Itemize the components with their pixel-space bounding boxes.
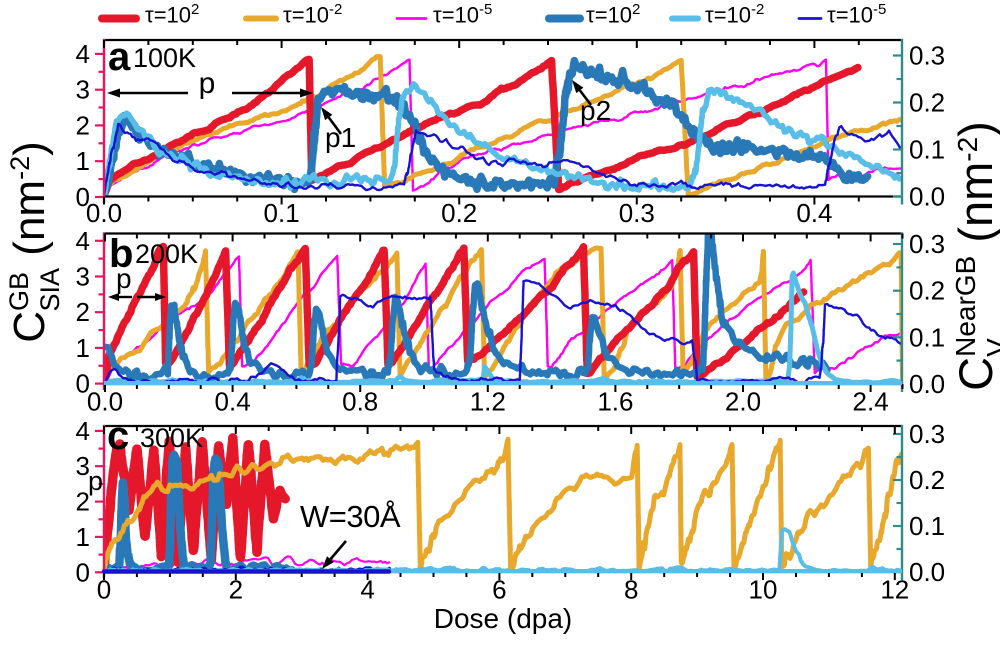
svg-text:2: 2 — [229, 575, 243, 605]
svg-text:200K: 200K — [135, 239, 198, 269]
svg-text:c: c — [107, 414, 129, 458]
svg-text:3: 3 — [76, 75, 90, 105]
svg-text:p: p — [199, 67, 216, 100]
svg-text:4: 4 — [76, 39, 90, 69]
svg-text:0.1: 0.1 — [264, 198, 300, 228]
svg-text:12: 12 — [880, 575, 909, 605]
svg-text:0: 0 — [76, 182, 90, 212]
svg-text:0: 0 — [97, 575, 111, 605]
svg-text:300K: 300K — [140, 423, 203, 453]
svg-text:2.4: 2.4 — [853, 387, 889, 417]
svg-text:0.3: 0.3 — [619, 198, 655, 228]
svg-text:p: p — [116, 263, 132, 294]
svg-text:0.3: 0.3 — [909, 41, 945, 71]
svg-text:0.0: 0.0 — [87, 387, 123, 417]
svg-text:0.0: 0.0 — [909, 369, 945, 399]
svg-text:0: 0 — [76, 557, 90, 587]
svg-text:0.2: 0.2 — [909, 465, 945, 495]
svg-text:4: 4 — [360, 575, 374, 605]
svg-text:0: 0 — [76, 369, 90, 399]
svg-text:2: 2 — [76, 297, 90, 327]
svg-text:τ=102: τ=102 — [145, 1, 199, 28]
svg-text:p2: p2 — [580, 95, 611, 126]
svg-text:3: 3 — [76, 451, 90, 481]
svg-text:p: p — [88, 466, 103, 496]
svg-text:p1: p1 — [325, 122, 356, 153]
svg-text:0.4: 0.4 — [796, 198, 832, 228]
svg-text:8: 8 — [624, 575, 638, 605]
svg-text:1: 1 — [76, 146, 90, 176]
svg-text:τ=102: τ=102 — [586, 1, 640, 28]
svg-text:6: 6 — [492, 575, 506, 605]
svg-text:0.3: 0.3 — [909, 419, 945, 449]
svg-text:CNearGBV (nm-2): CNearGBV (nm-2) — [949, 121, 1000, 391]
svg-text:2.0: 2.0 — [725, 387, 761, 417]
svg-text:10: 10 — [749, 575, 778, 605]
svg-text:0.3: 0.3 — [909, 229, 945, 259]
svg-text:W=30Å: W=30Å — [300, 499, 401, 534]
svg-text:Dose (dpa): Dose (dpa) — [434, 603, 573, 634]
svg-text:0.4: 0.4 — [215, 387, 251, 417]
svg-text:1: 1 — [76, 333, 90, 363]
svg-text:0.1: 0.1 — [909, 322, 945, 352]
svg-text:b: b — [109, 232, 133, 276]
svg-text:CGBSIA (nm-2): CGBSIA (nm-2) — [4, 141, 65, 343]
svg-text:a: a — [108, 35, 131, 79]
svg-text:1: 1 — [76, 522, 90, 552]
svg-text:100K: 100K — [133, 43, 196, 73]
svg-text:2: 2 — [76, 110, 90, 140]
svg-text:0.1: 0.1 — [909, 511, 945, 541]
svg-text:3: 3 — [76, 262, 90, 292]
svg-text:4: 4 — [76, 226, 90, 256]
svg-text:1.2: 1.2 — [470, 387, 506, 417]
svg-text:2: 2 — [76, 487, 90, 517]
svg-text:0.0: 0.0 — [909, 557, 945, 587]
svg-text:0.8: 0.8 — [342, 387, 378, 417]
svg-text:1.6: 1.6 — [597, 387, 633, 417]
svg-text:0.1: 0.1 — [909, 135, 945, 165]
svg-text:0.0: 0.0 — [909, 182, 945, 212]
svg-text:0.2: 0.2 — [441, 198, 477, 228]
svg-text:0.2: 0.2 — [909, 276, 945, 306]
svg-text:4: 4 — [76, 416, 90, 446]
svg-text:0.2: 0.2 — [909, 88, 945, 118]
svg-text:0.0: 0.0 — [86, 198, 122, 228]
